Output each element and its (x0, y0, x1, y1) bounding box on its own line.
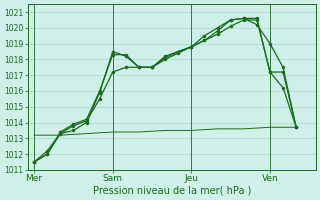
X-axis label: Pression niveau de la mer( hPa ): Pression niveau de la mer( hPa ) (92, 186, 251, 196)
